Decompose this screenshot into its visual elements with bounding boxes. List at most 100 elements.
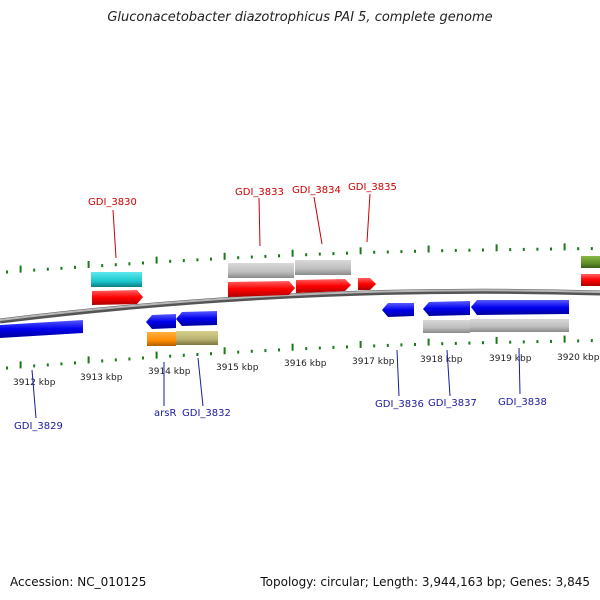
scale-tick-top [210, 257, 212, 261]
upper-feature-track [91, 256, 600, 287]
scale-tick-top [550, 247, 552, 251]
scale-tick-top [278, 254, 280, 258]
scale-tick-bottom [6, 366, 8, 370]
scale-tick-bottom [495, 336, 498, 344]
scale-tick-top [590, 247, 593, 251]
scale-tick-top [169, 259, 172, 263]
scale-label-3912: 3912 kbp [13, 378, 56, 388]
scale-tick-bottom [250, 349, 253, 353]
scale-tick-bottom [590, 339, 593, 343]
scale-tick-top [522, 247, 525, 251]
gene-red-right[interactable] [581, 274, 600, 286]
gene-label-gdi-3829[interactable]: GDI_3829 [14, 421, 63, 432]
scale-tick-top [19, 265, 22, 273]
gene-label-gdi-3838[interactable]: GDI_3838 [498, 397, 547, 408]
scale-tick-top [414, 249, 416, 253]
leader-gdi-3830 [112, 209, 117, 259]
scale-tick-bottom [169, 354, 172, 358]
scale-tick-bottom [318, 346, 321, 350]
scale-tick-bottom [223, 347, 226, 355]
forward-strand-genes [92, 274, 600, 305]
scale-tick-bottom [346, 345, 348, 349]
accession-text: Accession: NC_010125 [10, 575, 147, 589]
feature-cyan[interactable] [91, 272, 142, 287]
scale-label-3913: 3913 kbp [80, 373, 123, 383]
lower-feature-track [147, 319, 569, 346]
gene-label-gdi-3833[interactable]: GDI_3833 [235, 187, 284, 198]
leader-gdi-3832 [197, 357, 204, 407]
leader-gdi-3838 [518, 347, 521, 395]
scale-tick-top [250, 255, 253, 259]
scale-tick-bottom [210, 352, 212, 356]
gene-label-gdi-3837[interactable]: GDI_3837 [428, 398, 477, 409]
scale-tick-bottom [550, 339, 552, 343]
gene-gdi-3835[interactable] [358, 278, 376, 290]
scale-tick-top [33, 268, 36, 272]
gene-gdi-3833[interactable] [228, 281, 295, 297]
feature-grey-3833[interactable] [228, 263, 294, 278]
leader-gdi-3833 [258, 197, 261, 247]
scale-tick-top [373, 250, 376, 254]
gene-label-gdi-3834[interactable]: GDI_3834 [292, 185, 341, 196]
map-title: Gluconacetobacter diazotrophicus PAI 5, … [107, 10, 493, 25]
feature-grey-3834[interactable] [295, 260, 351, 275]
gene-gdi-3836[interactable] [382, 303, 414, 317]
scale-label-3917: 3917 kbp [352, 357, 395, 367]
scale-tick-top [495, 244, 498, 252]
scale-label-3915: 3915 kbp [216, 363, 259, 373]
scale-tick-bottom [305, 347, 308, 351]
gene-arsR[interactable] [146, 314, 176, 329]
gene-gdi-3829[interactable] [0, 320, 83, 338]
scale-tick-bottom [101, 359, 104, 363]
scale-tick-top [114, 263, 117, 267]
scale-tick-top [87, 261, 90, 268]
scale-tick-bottom [563, 335, 566, 343]
feature-olive-3832[interactable] [176, 331, 218, 345]
scale-tick-bottom [182, 353, 185, 357]
feature-grey-3837[interactable] [423, 320, 470, 333]
scale-label-3918: 3918 kbp [420, 355, 463, 365]
gene-label-arsR[interactable]: arsR [154, 408, 176, 419]
feature-grey-3838[interactable] [470, 319, 569, 332]
scale-tick-top [400, 250, 403, 254]
genome-backbone [0, 288, 600, 324]
gene-gdi-3834[interactable] [296, 279, 351, 293]
scale-tick-bottom [468, 341, 471, 345]
scale-tick-top [509, 248, 512, 252]
gene-label-gdi-3830[interactable]: GDI_3830 [88, 197, 137, 208]
gene-label-gdi-3832[interactable]: GDI_3832 [182, 408, 231, 419]
scale-tick-top [563, 243, 566, 251]
scale-tick-top [427, 245, 430, 253]
scale-tick-bottom [509, 340, 512, 344]
gene-label-gdi-3836[interactable]: GDI_3836 [375, 399, 424, 410]
scale-tick-bottom [454, 341, 457, 345]
scale-ticks-top [6, 243, 593, 274]
gene-label-gdi-3835[interactable]: GDI_3835 [348, 182, 397, 193]
scale-tick-top [60, 266, 63, 270]
genome-summary-text: Topology: circular; Length: 3,944,163 bp… [260, 575, 590, 589]
scale-tick-top [142, 261, 144, 265]
scale-tick-top [441, 249, 444, 253]
scale-tick-bottom [114, 358, 117, 362]
gene-gdi-3830[interactable] [92, 290, 143, 305]
gene-gdi-3837[interactable] [423, 301, 470, 316]
gene-gdi-3832[interactable] [176, 311, 217, 326]
reverse-strand-genes [0, 300, 569, 338]
scale-tick-top [128, 262, 131, 266]
feature-orange-arsR[interactable] [147, 332, 176, 346]
scale-tick-bottom [414, 343, 416, 346]
scale-tick-top [482, 248, 484, 252]
scale-tick-bottom [427, 338, 430, 346]
scale-tick-bottom [196, 353, 199, 356]
scale-tick-bottom [482, 341, 484, 345]
scale-tick-bottom [522, 340, 525, 344]
leader-gdi-3837 [446, 349, 451, 397]
scale-tick-bottom [155, 351, 158, 359]
scale-tick-top [237, 256, 240, 260]
scale-tick-bottom [264, 349, 267, 353]
scale-tick-bottom [359, 340, 362, 348]
scale-tick-top [305, 253, 308, 257]
gene-gdi-3838[interactable] [471, 300, 569, 315]
scale-tick-top [318, 252, 321, 256]
feature-green-right[interactable] [581, 256, 600, 268]
